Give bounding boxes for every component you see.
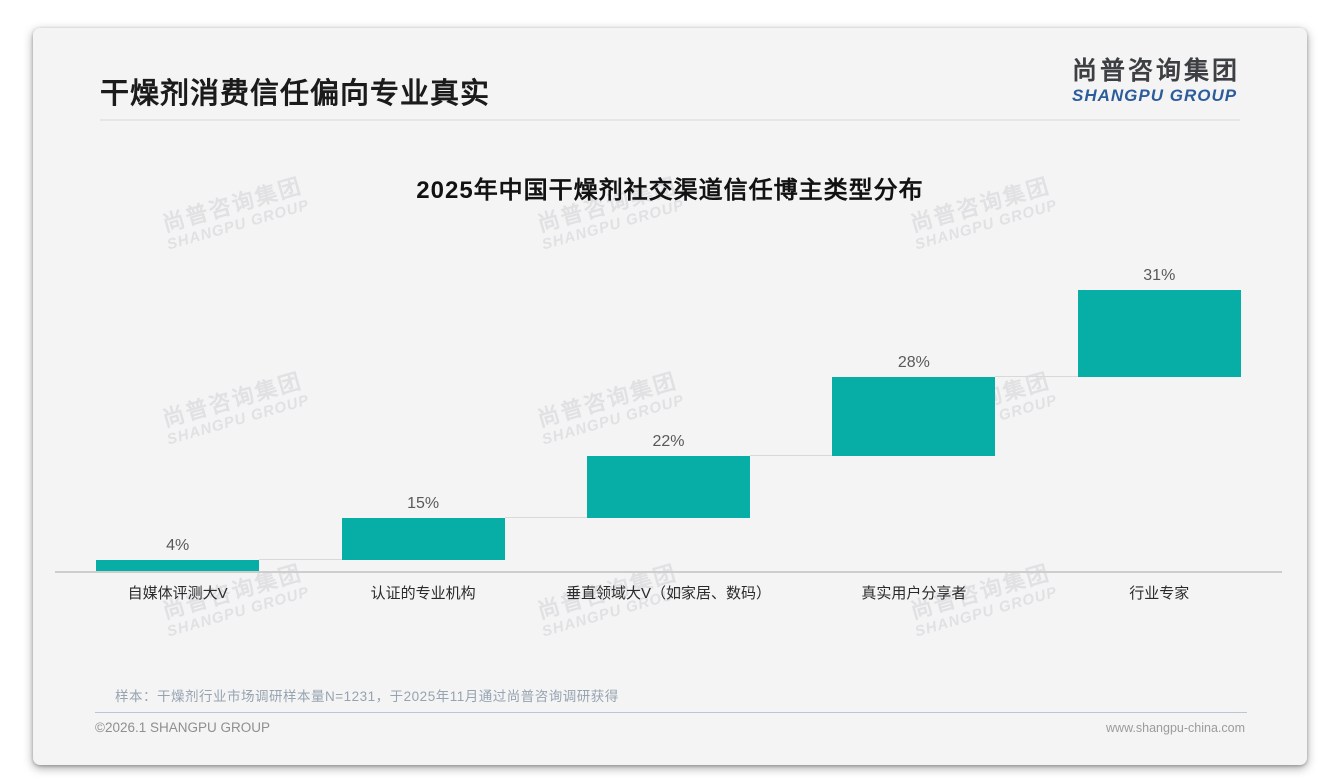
page-title: 干燥剂消费信任偏向专业真实: [100, 78, 491, 110]
bar-segment-4: [832, 377, 996, 456]
logo-english-text: SHANGPU GROUP: [1071, 86, 1238, 105]
waterfall-connector: [750, 454, 833, 456]
bar-value-label: 31%: [1143, 267, 1176, 284]
category-label: 自媒体评测大V: [127, 585, 228, 602]
x-axis-line: [55, 571, 1282, 573]
copyright-text: ©2026.1 SHANGPU GROUP: [95, 720, 271, 735]
category-label: 垂直领域大V（如家居、数码）: [565, 585, 771, 602]
footer-divider: [95, 712, 1247, 713]
logo-chinese-text: 尚普咨询集团: [1071, 57, 1240, 85]
bar-value-label: 15%: [407, 494, 440, 512]
bar-segment-3: [587, 455, 750, 518]
category-label: 认证的专业机构: [370, 585, 476, 602]
chart-title: 2025年中国干燥剂社交渠道信任博主类型分布: [416, 177, 924, 204]
bar-value-label: 22%: [652, 432, 685, 450]
company-logo: 尚普咨询集团 SHANGPU GROUP: [1072, 56, 1240, 105]
slide-card: 尚普咨询集团 SHANGPU GROUP 尚普咨询集团 SHANGPU GROUP 尚普…: [33, 28, 1307, 765]
bar-value-label: 28%: [897, 354, 930, 372]
bar-segment-2: [341, 517, 505, 560]
waterfall-connector: [504, 516, 587, 518]
bar-segment-1: [96, 559, 260, 571]
category-label: 真实用户分享者: [861, 585, 967, 602]
website-url: www.shangpu-china.com: [1106, 721, 1245, 735]
waterfall-connector: [995, 376, 1078, 378]
bar-value-label: 4%: [166, 536, 190, 554]
bar-segment-5: [1077, 290, 1241, 378]
waterfall-chart: 4% 自媒体评测大V 15% 认证的专业机构 22% 垂直领域大V（如家居、数码） 28% 真…: [33, 28, 1307, 765]
title-divider: [100, 119, 1240, 121]
sample-note: 样本：干燥剂行业市场调研样本量N=1231，于2025年11月通过尚普咨询调研获…: [115, 689, 619, 704]
category-label: 行业专家: [1129, 585, 1190, 602]
waterfall-connector: [259, 558, 342, 560]
